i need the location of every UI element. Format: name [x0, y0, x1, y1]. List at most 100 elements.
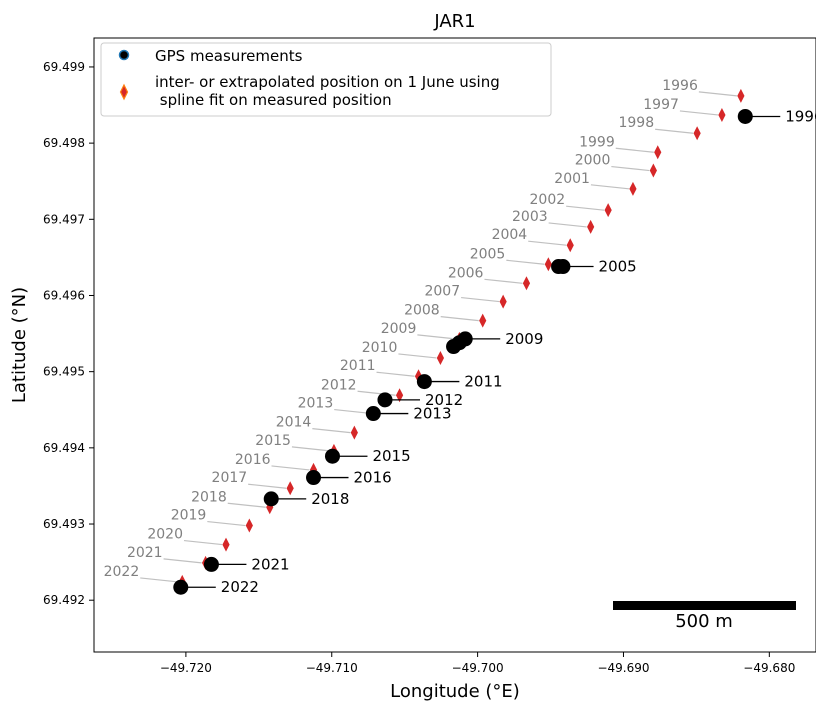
- gps-point: [446, 339, 462, 355]
- scale-bar-label: 500 m: [675, 611, 733, 632]
- interp-year-label: 2010: [362, 340, 398, 356]
- interp-year-label: 2018: [191, 489, 227, 505]
- interp-leader-line: [528, 240, 567, 246]
- interp-year-label: 2016: [235, 452, 271, 468]
- interp-year-label: 2021: [127, 545, 163, 561]
- y-tick-label: 69.495: [43, 365, 85, 379]
- interp-leader-line: [590, 184, 630, 190]
- interp-leader-line: [291, 446, 331, 452]
- interp-year-label: 2000: [575, 153, 611, 169]
- x-tick-label: −49.700: [452, 661, 504, 675]
- plot-area: 1996199719981999200020012002200320042005…: [104, 78, 816, 596]
- leader-lines: [140, 91, 737, 583]
- y-tick-label: 69.492: [43, 593, 85, 607]
- y-tick-label: 69.497: [43, 212, 85, 226]
- interp-diamond: [654, 145, 662, 160]
- interp-diamond: [737, 88, 745, 103]
- interp-leader-line: [440, 316, 479, 322]
- interp-year-label: 2019: [171, 508, 207, 524]
- interp-leader-line: [271, 465, 310, 471]
- interp-diamond: [245, 518, 253, 533]
- interp-leader-line: [461, 296, 500, 303]
- legend-box: [100, 42, 552, 117]
- interp-year-label: 2006: [448, 265, 484, 281]
- interp-year-label: 1999: [579, 134, 615, 150]
- interp-leader-line: [140, 577, 179, 583]
- interp-diamond: [222, 537, 230, 552]
- gps-year-label: 2011: [464, 373, 502, 391]
- interp-diamond: [693, 126, 701, 141]
- y-tick-label: 69.494: [43, 441, 85, 455]
- interp-year-label: 2009: [381, 321, 417, 337]
- interp-diamond: [350, 425, 358, 440]
- interp-year-label: 2014: [276, 415, 312, 431]
- interp-diamond: [499, 294, 507, 309]
- x-tick-label: −49.690: [597, 661, 649, 675]
- interp-leader-line: [484, 278, 523, 284]
- interp-diamond: [587, 219, 595, 234]
- y-tick-label: 69.493: [43, 517, 85, 531]
- interp-year-label: 2015: [255, 433, 291, 449]
- y-tick-label: 69.496: [43, 288, 85, 302]
- legend-interp-line: spline fit on measured position: [155, 91, 392, 109]
- gps-year-label: 2022: [221, 578, 259, 596]
- interp-year-label: 2007: [424, 284, 460, 300]
- interp-diamond: [718, 107, 726, 122]
- interp-leader-line: [312, 428, 351, 434]
- interp-leader-line: [698, 91, 737, 97]
- y-axis-title: Latitude (°N): [9, 287, 30, 403]
- interp-year-label: 2017: [212, 470, 248, 486]
- interp-year-label: 2004: [492, 227, 528, 243]
- gps-year-label: 2021: [251, 555, 289, 573]
- interp-leader-line: [398, 353, 437, 359]
- interp-leader-line: [679, 110, 718, 116]
- interp-year-label: 2002: [530, 192, 566, 208]
- interp-year-label: 1997: [643, 97, 679, 113]
- x-tick-label: −49.720: [160, 661, 212, 675]
- interp-leader-line: [611, 165, 650, 172]
- interp-leader-line: [376, 371, 415, 377]
- interp-year-label: 2005: [470, 246, 506, 262]
- interp-diamond: [522, 276, 531, 291]
- interp-leader-line: [615, 147, 654, 153]
- interp-leader-line: [566, 205, 605, 211]
- interp-labels: 1996199719981999200020012002200320042005…: [104, 78, 698, 580]
- interp-leader-line: [183, 539, 223, 546]
- y-tick-label: 69.498: [43, 136, 85, 150]
- interp-diamond: [395, 388, 404, 403]
- chart-title: JAR1: [433, 11, 475, 32]
- interp-diamond: [414, 369, 423, 384]
- gps-year-label: 2012: [425, 391, 463, 409]
- legend: GPS measurements inter- or extrapolated …: [100, 42, 552, 117]
- legend-interp-marker: [119, 83, 129, 101]
- interp-leader-line: [506, 259, 545, 265]
- interp-leader-line: [227, 502, 266, 508]
- gps-labels: 1996200520092011201220132015201620182021…: [180, 107, 816, 596]
- gps-year-label: 1996: [785, 107, 816, 125]
- interp-year-label: 2020: [147, 527, 183, 543]
- interp-year-label: 1996: [662, 78, 698, 94]
- interp-leader-line: [655, 128, 694, 134]
- y-tick-label: 69.499: [43, 60, 85, 74]
- gps-year-label: 2015: [372, 447, 410, 465]
- scale-bar-bar: [613, 601, 796, 610]
- interp-diamond: [286, 481, 294, 496]
- gps-year-label: 2009: [505, 330, 543, 348]
- legend-interp-label: inter- or extrapolated position on 1 Jun…: [155, 73, 500, 109]
- x-axis: −49.720 −49.710 −49.700 −49.690 −49.680: [160, 652, 795, 675]
- interp-diamond: [566, 238, 574, 253]
- interp-year-label: 2008: [404, 303, 440, 319]
- interp-diamond: [436, 350, 445, 365]
- gps-year-label: 2016: [354, 469, 392, 487]
- interp-year-label: 2001: [554, 171, 590, 187]
- plot-frame: [93, 37, 816, 653]
- interp-year-label: 1998: [618, 115, 654, 131]
- x-axis-title: Longitude (°E): [390, 681, 520, 701]
- legend-interp-line: inter- or extrapolated position on 1 Jun…: [155, 73, 500, 91]
- interp-leader-line: [548, 222, 587, 228]
- interp-diamond: [629, 181, 637, 196]
- interp-leader-line: [417, 334, 456, 340]
- interp-year-label: 2011: [340, 358, 376, 374]
